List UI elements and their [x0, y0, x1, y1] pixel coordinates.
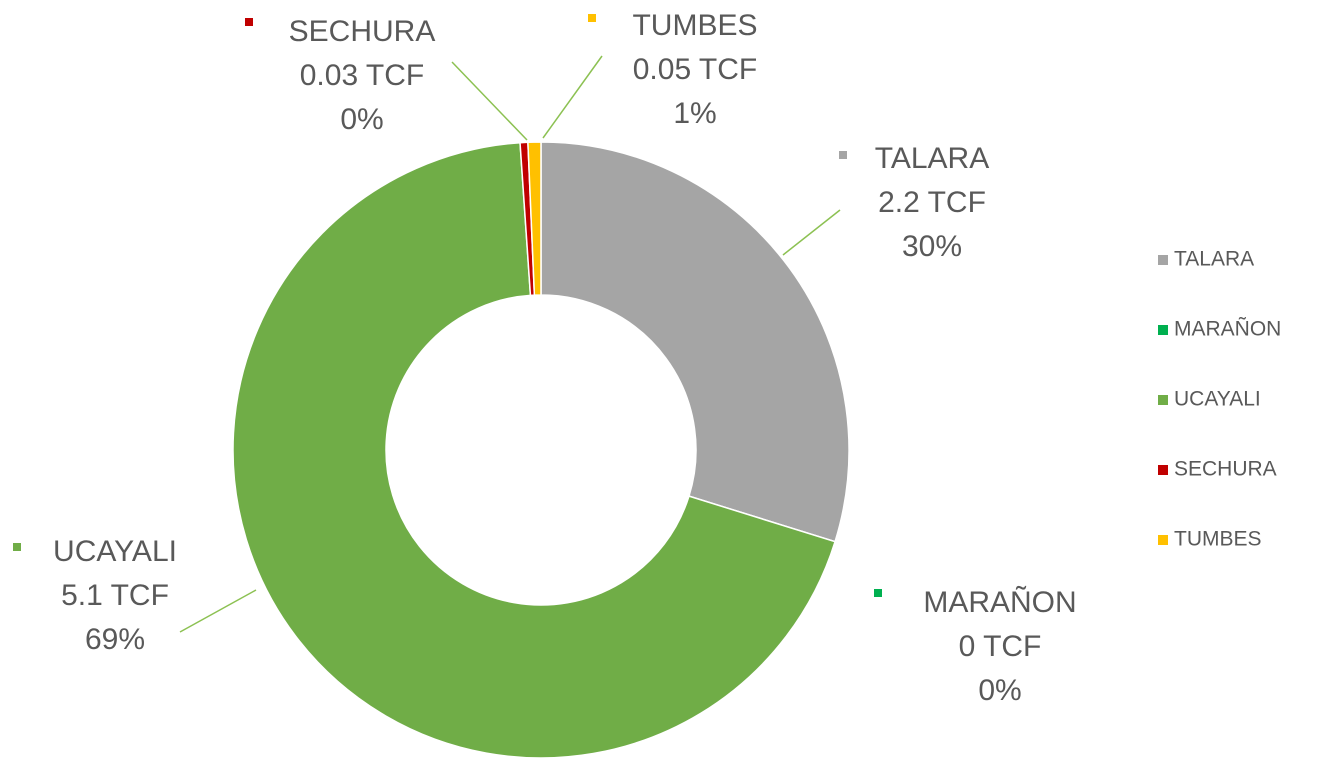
- donut-slice: [540, 141, 850, 543]
- label-category: UCAYALI: [53, 535, 177, 568]
- label-category: TALARA: [875, 142, 989, 175]
- label-marker: [588, 14, 596, 22]
- legend-swatch: [1158, 395, 1168, 405]
- label-value: 5.1 TCF: [61, 579, 169, 612]
- label-value: 2.2 TCF: [878, 186, 986, 219]
- label-marker: [874, 589, 882, 597]
- legend-label: TALARA: [1174, 248, 1254, 271]
- label-percent: 69%: [85, 623, 145, 656]
- legend-label: MARAÑON: [1174, 317, 1281, 341]
- legend-swatch: [1158, 535, 1168, 545]
- legend-swatch: [1158, 465, 1168, 475]
- label-marker: [245, 18, 253, 26]
- legend-label: TUMBES: [1174, 528, 1262, 551]
- legend-label: SECHURA: [1174, 458, 1277, 481]
- label-marker: [13, 543, 21, 551]
- label-value: 0.03 TCF: [300, 59, 425, 92]
- label-value: 0.05 TCF: [633, 53, 758, 86]
- legend-swatch: [1158, 325, 1168, 335]
- donut-slice: [232, 141, 836, 759]
- label-value: 0 TCF: [959, 630, 1042, 663]
- leader-line: [782, 209, 841, 256]
- legend-swatch: [1158, 255, 1168, 265]
- leader-line: [542, 55, 603, 139]
- label-category: SECHURA: [289, 15, 436, 48]
- legend-label: UCAYALI: [1174, 388, 1261, 411]
- label-marker: [839, 151, 847, 159]
- leader-lines: [179, 55, 841, 633]
- leader-line: [179, 589, 257, 633]
- label-percent: 0%: [978, 674, 1021, 707]
- label-percent: 1%: [673, 97, 716, 130]
- label-percent: 0%: [340, 103, 383, 136]
- leader-line: [451, 61, 528, 141]
- label-percent: 30%: [902, 230, 962, 263]
- label-category: MARAÑON: [923, 585, 1076, 619]
- label-category: TUMBES: [632, 9, 757, 42]
- donut-slice: [527, 141, 542, 296]
